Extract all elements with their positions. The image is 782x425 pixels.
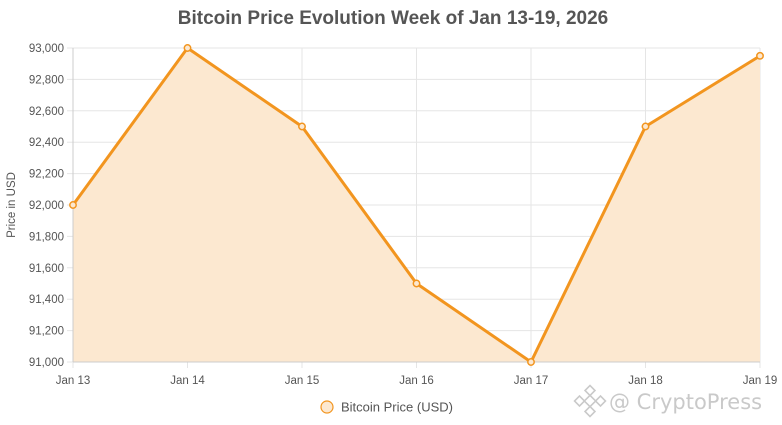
x-tick-labels: Jan 13 Jan 14 Jan 15 Jan 16 Jan 17 Jan 18 Jan … bbox=[56, 375, 778, 387]
y-tick-label: 92,000 bbox=[29, 200, 64, 212]
data-point bbox=[412, 279, 421, 288]
y-tick-label: 93,000 bbox=[29, 43, 64, 55]
legend-label: Bitcoin Price (USD) bbox=[341, 400, 453, 415]
series-area bbox=[73, 48, 760, 362]
x-tick-label: Jan 16 bbox=[399, 375, 434, 387]
data-point bbox=[641, 122, 650, 131]
y-tick-label: 92,200 bbox=[29, 169, 64, 181]
data-points bbox=[69, 44, 764, 366]
watermark: @ CryptoPress bbox=[573, 384, 762, 418]
y-tick-label: 92,600 bbox=[29, 106, 64, 118]
y-tick-label: 92,400 bbox=[29, 137, 64, 149]
data-point bbox=[183, 44, 192, 52]
x-tick-label: Jan 17 bbox=[514, 375, 549, 387]
chart-title: Bitcoin Price Evolution Week of Jan 13-1… bbox=[178, 8, 608, 29]
legend[interactable]: Bitcoin Price (USD) bbox=[320, 400, 453, 415]
watermark-text: @ CryptoPress bbox=[609, 390, 762, 414]
x-tick-label: Jan 19 bbox=[743, 375, 778, 387]
binance-diamond-icon bbox=[573, 384, 607, 418]
x-tick-label: Jan 15 bbox=[285, 375, 320, 387]
y-tick-label: 91,600 bbox=[29, 263, 64, 275]
y-tick-label: 91,800 bbox=[29, 231, 64, 243]
y-axis-label: Price in USD bbox=[6, 172, 18, 238]
data-point bbox=[756, 51, 764, 60]
area-fill-layer bbox=[73, 48, 760, 362]
data-point bbox=[69, 201, 77, 209]
x-tick-label: Jan 18 bbox=[628, 375, 663, 387]
y-tick-label: 91,000 bbox=[29, 357, 64, 369]
data-point bbox=[298, 122, 306, 131]
y-tick-label: 91,400 bbox=[29, 294, 64, 306]
x-tick-label: Jan 13 bbox=[56, 375, 91, 387]
y-tick-label: 91,200 bbox=[29, 326, 64, 338]
x-tick-label: Jan 14 bbox=[170, 375, 205, 387]
y-tick-label: 92,800 bbox=[29, 74, 64, 86]
legend-marker bbox=[320, 400, 334, 414]
y-tick-labels: 91,000 91,200 91,400 91,600 91,800 92,000 92,2… bbox=[29, 43, 64, 369]
data-point bbox=[527, 358, 535, 366]
